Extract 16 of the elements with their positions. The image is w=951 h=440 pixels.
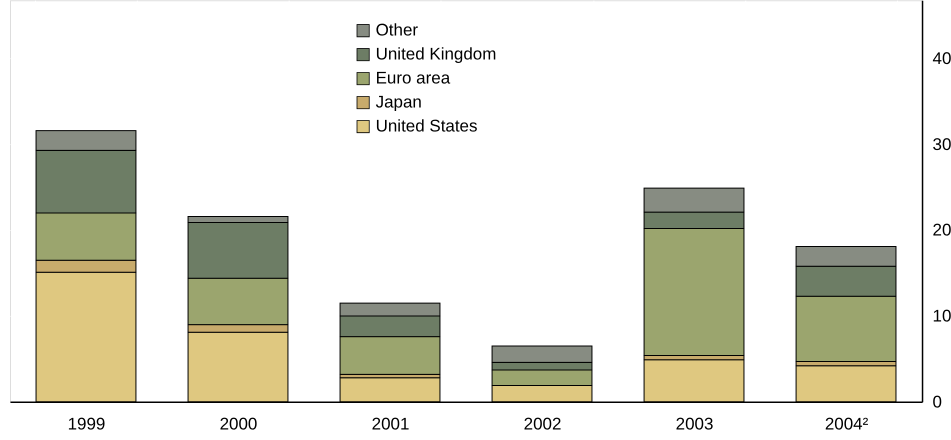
y-tick-label: 20 [932,220,951,240]
y-tick-label: 30 [932,134,951,154]
legend-label: United Kingdom [376,44,496,64]
x-tick-label: 2003 [676,414,714,434]
y-tick-label: 40 [932,49,951,68]
legend-label: Euro area [376,68,451,88]
x-tick-label: 2000 [220,414,258,434]
x-tick-label: 2001 [372,414,410,434]
y-tick-label: 10 [932,306,951,326]
legend-label: Japan [376,92,422,112]
legend-label: United States [376,116,478,136]
x-tick-label: 1999 [68,414,106,434]
legend-label: Other [376,20,418,40]
x-tick-label: 2002 [524,414,562,434]
y-tick-label: 0 [932,392,942,412]
x-tick-label: 2004² [824,414,869,434]
